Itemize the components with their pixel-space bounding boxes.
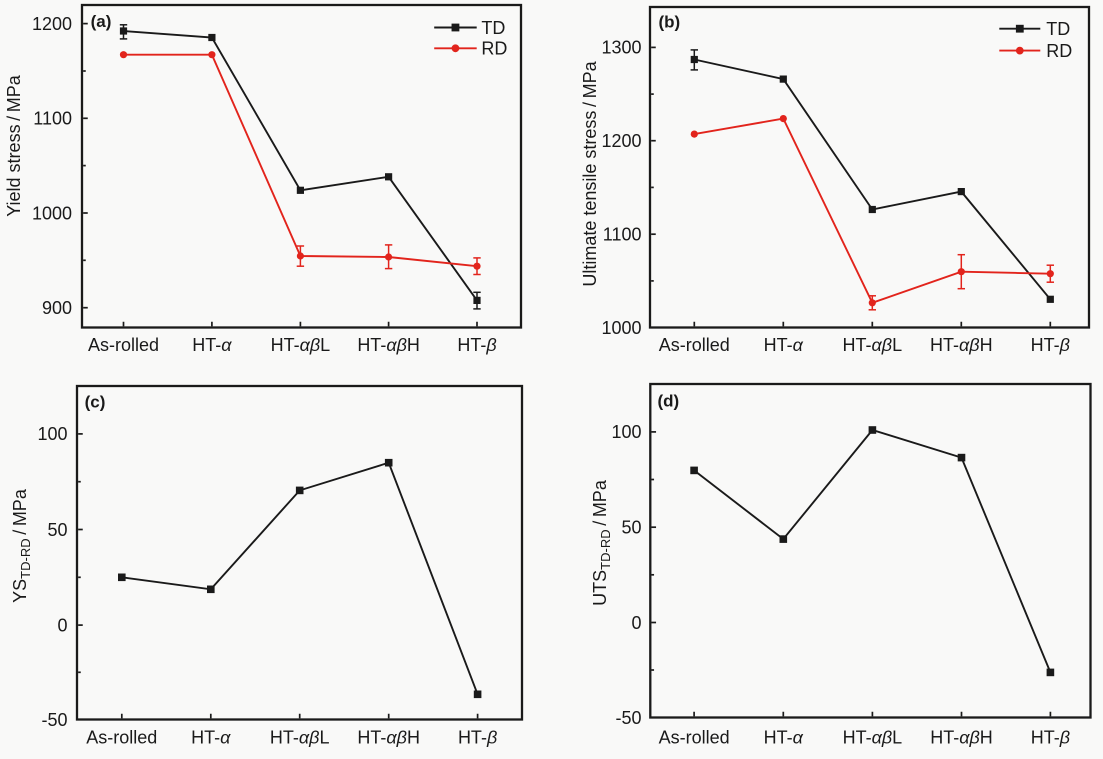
svg-text:-50: -50 [615, 708, 641, 728]
svg-text:1300: 1300 [601, 38, 641, 58]
svg-text:50: 50 [621, 518, 641, 538]
svg-text:900: 900 [42, 298, 72, 318]
svg-text:HT-αβH: HT-αβH [930, 335, 993, 355]
svg-text:HT-α: HT-α [764, 728, 804, 748]
svg-text:Ultimate tensile stress / MPa: Ultimate tensile stress / MPa [580, 60, 600, 286]
svg-text:0: 0 [631, 613, 641, 633]
svg-text:As-rolled: As-rolled [659, 335, 730, 355]
svg-text:0: 0 [57, 615, 67, 635]
svg-text:UTSTD-RD / MPa: UTSTD-RD / MPa [590, 479, 613, 606]
svg-text:HT-αβL: HT-αβL [270, 728, 330, 748]
svg-text:1100: 1100 [33, 109, 72, 129]
svg-text:HT-αβL: HT-αβL [843, 728, 903, 748]
svg-text:-50: -50 [41, 710, 67, 730]
svg-text:HT-β: HT-β [1031, 728, 1070, 748]
svg-text:50: 50 [47, 520, 67, 540]
svg-text:1200: 1200 [601, 131, 641, 151]
svg-text:(c): (c) [85, 393, 106, 412]
svg-text:As-rolled: As-rolled [86, 728, 157, 748]
svg-text:HT-αβL: HT-αβL [271, 335, 331, 355]
svg-text:HT-αβH: HT-αβH [357, 335, 420, 355]
svg-text:1000: 1000 [601, 318, 641, 338]
svg-text:HT-αβL: HT-αβL [843, 335, 903, 355]
svg-text:HT-α: HT-α [764, 335, 804, 355]
svg-text:HT-α: HT-α [191, 728, 231, 748]
svg-text:HT-β: HT-β [1031, 335, 1070, 355]
svg-text:HT-α: HT-α [192, 335, 232, 355]
svg-text:Yield stress / MPa: Yield stress / MPa [4, 74, 24, 217]
svg-text:(b): (b) [659, 13, 681, 32]
svg-text:HT-β: HT-β [457, 335, 496, 355]
svg-text:As-rolled: As-rolled [659, 728, 730, 748]
svg-text:HT-αβH: HT-αβH [930, 728, 993, 748]
svg-text:RD: RD [1046, 41, 1072, 61]
svg-text:(a): (a) [91, 12, 112, 31]
svg-text:TD: TD [481, 18, 505, 38]
svg-text:100: 100 [37, 424, 67, 444]
svg-text:1000: 1000 [32, 203, 72, 223]
svg-text:100: 100 [611, 422, 641, 442]
svg-text:1100: 1100 [603, 225, 642, 245]
svg-text:HT-β: HT-β [458, 728, 497, 748]
svg-text:TD: TD [1046, 19, 1070, 39]
svg-text:1200: 1200 [32, 14, 72, 34]
svg-text:HT-αβH: HT-αβH [357, 728, 420, 748]
svg-text:(d): (d) [658, 392, 680, 411]
svg-text:As-rolled: As-rolled [88, 335, 159, 355]
svg-text:RD: RD [481, 39, 507, 59]
